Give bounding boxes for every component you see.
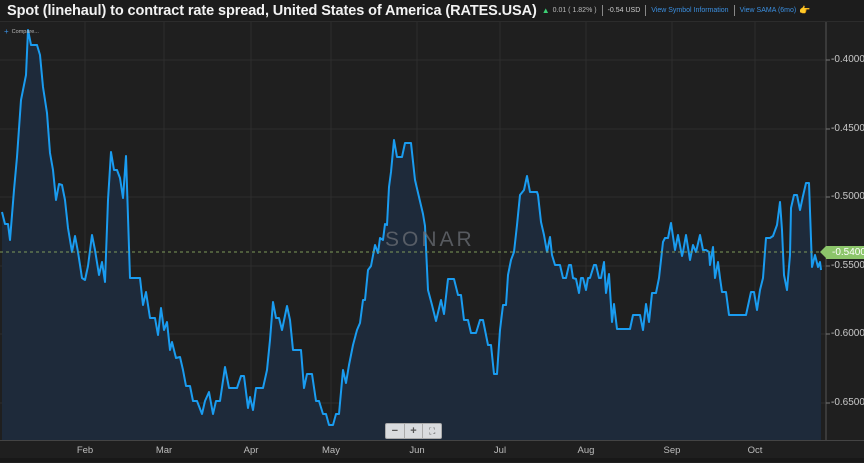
current-price-tag: -0.5400 [820, 246, 864, 259]
zoom-controls: − + ⛶ [385, 423, 442, 439]
x-tick-label: Mar [155, 445, 173, 456]
y-axis-ticks [826, 59, 830, 404]
data-line [1, 29, 822, 426]
plus-icon: + [4, 27, 9, 36]
x-tick-label: Jun [409, 445, 425, 456]
chart-header: Spot (linehaul) to contract rate spread,… [0, 0, 864, 22]
divider [645, 5, 647, 16]
view-symbol-information-link[interactable]: View Symbol Information [651, 7, 729, 14]
divider [601, 5, 603, 16]
last-price: -0.54 USD [607, 7, 641, 14]
y-tick-label: -0.5500 [831, 260, 864, 271]
fullscreen-button[interactable]: ⛶ [429, 426, 436, 436]
y-tick-label: -0.4500 [831, 123, 864, 134]
x-tick-label: Feb [76, 445, 94, 456]
y-tick-label: -0.5000 [831, 191, 864, 202]
divider [733, 5, 735, 16]
x-axis [0, 440, 864, 463]
x-tick-label: Jul [493, 445, 507, 456]
y-tick-label: -0.4000 [831, 54, 864, 65]
area-fill [2, 30, 821, 440]
footer-bar [0, 458, 864, 462]
view-sama-link[interactable]: View SAMA (6mo) [739, 7, 797, 14]
x-tick-label: Aug [577, 445, 595, 456]
change-indicator: ▲ 0.01 ( 1.82% ) [542, 6, 597, 15]
x-tick-label: Sep [663, 445, 681, 456]
zoom-out-button[interactable]: − [386, 424, 405, 438]
compare-button[interactable]: + Compare... [4, 27, 39, 36]
x-tick-label: May [322, 445, 340, 456]
pointing-hand-icon: 👉 [799, 5, 811, 15]
y-tick-label: -0.6500 [831, 397, 864, 408]
x-tick-label: Oct [747, 445, 763, 456]
change-value: 0.01 ( 1.82% ) [552, 7, 597, 14]
chart-title: Spot (linehaul) to contract rate spread,… [7, 2, 537, 19]
zoom-in-button[interactable]: + [405, 424, 424, 438]
compare-label: Compare... [11, 28, 39, 35]
y-tick-label: -0.6000 [831, 328, 864, 339]
x-tick-label: Apr [243, 445, 259, 456]
chart-plot-area[interactable] [0, 22, 864, 440]
sonar-watermark: SONAR [385, 228, 475, 251]
up-arrow-icon: ▲ [541, 6, 550, 15]
